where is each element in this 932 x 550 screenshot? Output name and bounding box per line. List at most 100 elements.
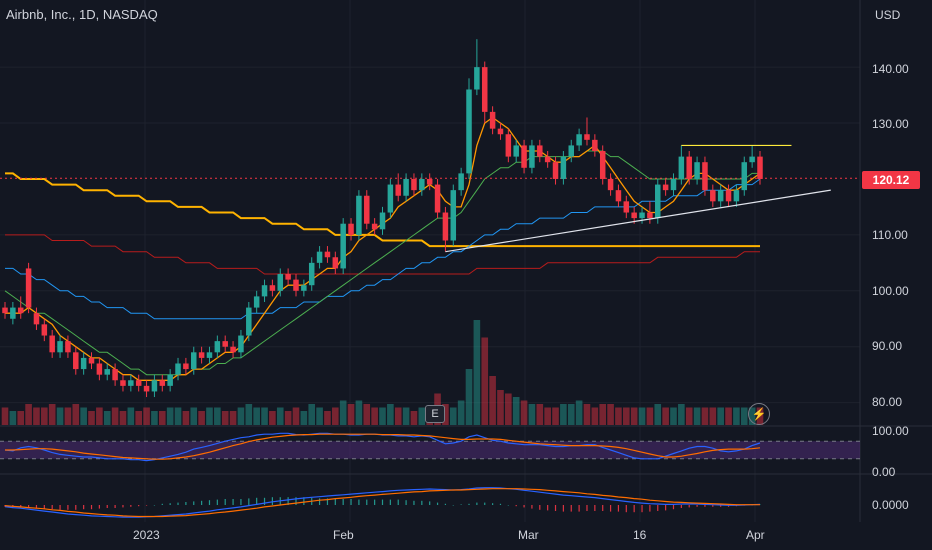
candle-body (403, 178, 409, 196)
volume-bar (489, 376, 496, 425)
volume-bar (615, 407, 622, 425)
macd-histogram-bar (413, 500, 415, 505)
macd-histogram-bar (263, 497, 266, 505)
macd-histogram-bar (287, 497, 289, 505)
earnings-icon[interactable]: E (425, 405, 445, 423)
macd-histogram-bar (358, 499, 360, 505)
ma-mid-line (4, 150, 760, 376)
volume-bar (25, 404, 32, 425)
volume-bar (654, 404, 662, 425)
candle-body (686, 156, 692, 179)
volume-bar (17, 411, 25, 425)
volume-bar (253, 407, 260, 425)
candle-body (285, 274, 291, 280)
volume-bar (261, 407, 268, 425)
candle (474, 39, 480, 96)
macd-histogram-bar (704, 505, 706, 507)
volume-bar (135, 411, 143, 425)
candle-body (615, 190, 622, 202)
macd-histogram-bar (531, 505, 533, 509)
volume-bar (717, 407, 724, 425)
macd-histogram-bar (185, 502, 187, 505)
lightning-icon[interactable]: ⚡ (748, 403, 770, 425)
volume-bar (308, 404, 316, 425)
volume-bar (567, 404, 575, 425)
candle (434, 178, 441, 219)
volume-bar (599, 404, 607, 425)
candle-body (73, 352, 79, 370)
volume-bar (402, 407, 410, 425)
candle (261, 279, 268, 302)
candle (190, 346, 197, 375)
macd-histogram-bar (389, 499, 391, 505)
volume-bar (355, 400, 363, 425)
last-price-tag: 120.12 (862, 171, 920, 189)
volume-bar (1, 407, 9, 425)
volume-bar (591, 407, 599, 425)
candle (17, 296, 24, 319)
volume-bar (497, 390, 504, 425)
volume-bar (33, 407, 40, 425)
candle-body (584, 134, 590, 140)
volume-bar (442, 404, 449, 425)
candle (65, 335, 71, 358)
candle-body (104, 369, 110, 375)
candle-body (253, 296, 260, 308)
candle-body (466, 89, 472, 174)
macd-histogram-bar (680, 505, 682, 508)
candle-body (25, 268, 32, 308)
volume-bar (300, 411, 308, 425)
macd-histogram-bar (326, 498, 329, 505)
candle-body (599, 151, 606, 179)
volume-bar (693, 407, 701, 425)
candle-body (120, 380, 126, 386)
macd-histogram-bar (145, 505, 148, 506)
candle-body (529, 145, 535, 168)
candle (662, 178, 669, 196)
candle-body (332, 257, 339, 269)
x-tick-label: Apr (746, 528, 765, 542)
candle-body (592, 139, 598, 152)
volume-bar (379, 407, 386, 425)
macd-histogram-bar (248, 498, 250, 505)
candle (308, 257, 315, 291)
volume-bar (80, 407, 87, 425)
candle-body (301, 285, 307, 291)
volume-bar (607, 404, 614, 425)
macd-histogram-bar (492, 503, 494, 505)
candle (253, 290, 260, 314)
candle (694, 156, 700, 185)
candle-body (576, 134, 582, 146)
candle-body (513, 145, 519, 157)
candle (466, 78, 472, 179)
candle (702, 156, 708, 196)
volume-bar (583, 404, 591, 425)
macd-histogram-bar (421, 500, 423, 505)
candle (497, 123, 504, 140)
candle (49, 329, 55, 358)
candle (285, 268, 291, 286)
macd-histogram-bar (153, 505, 156, 506)
x-tick-label: Feb (333, 528, 354, 542)
candle (324, 246, 331, 263)
candle (733, 184, 740, 207)
volume-bar (206, 407, 213, 425)
volume-bar (670, 407, 677, 425)
candle-body (2, 307, 8, 314)
candle-body (733, 190, 740, 202)
candle-body (175, 363, 181, 375)
macd-histogram-bar (43, 505, 45, 510)
macd-histogram-bar (460, 504, 462, 505)
volume-bar (339, 400, 347, 425)
volume-bar (88, 411, 95, 425)
candle (332, 251, 339, 275)
macd-histogram-bar (381, 499, 384, 505)
volume-bar (166, 407, 174, 425)
currency-label: USD (875, 8, 901, 22)
candle (599, 145, 606, 185)
macd-histogram-bar (617, 505, 620, 512)
volume-bar (229, 411, 237, 425)
volume-bar (418, 407, 426, 425)
candle-body (434, 184, 441, 213)
